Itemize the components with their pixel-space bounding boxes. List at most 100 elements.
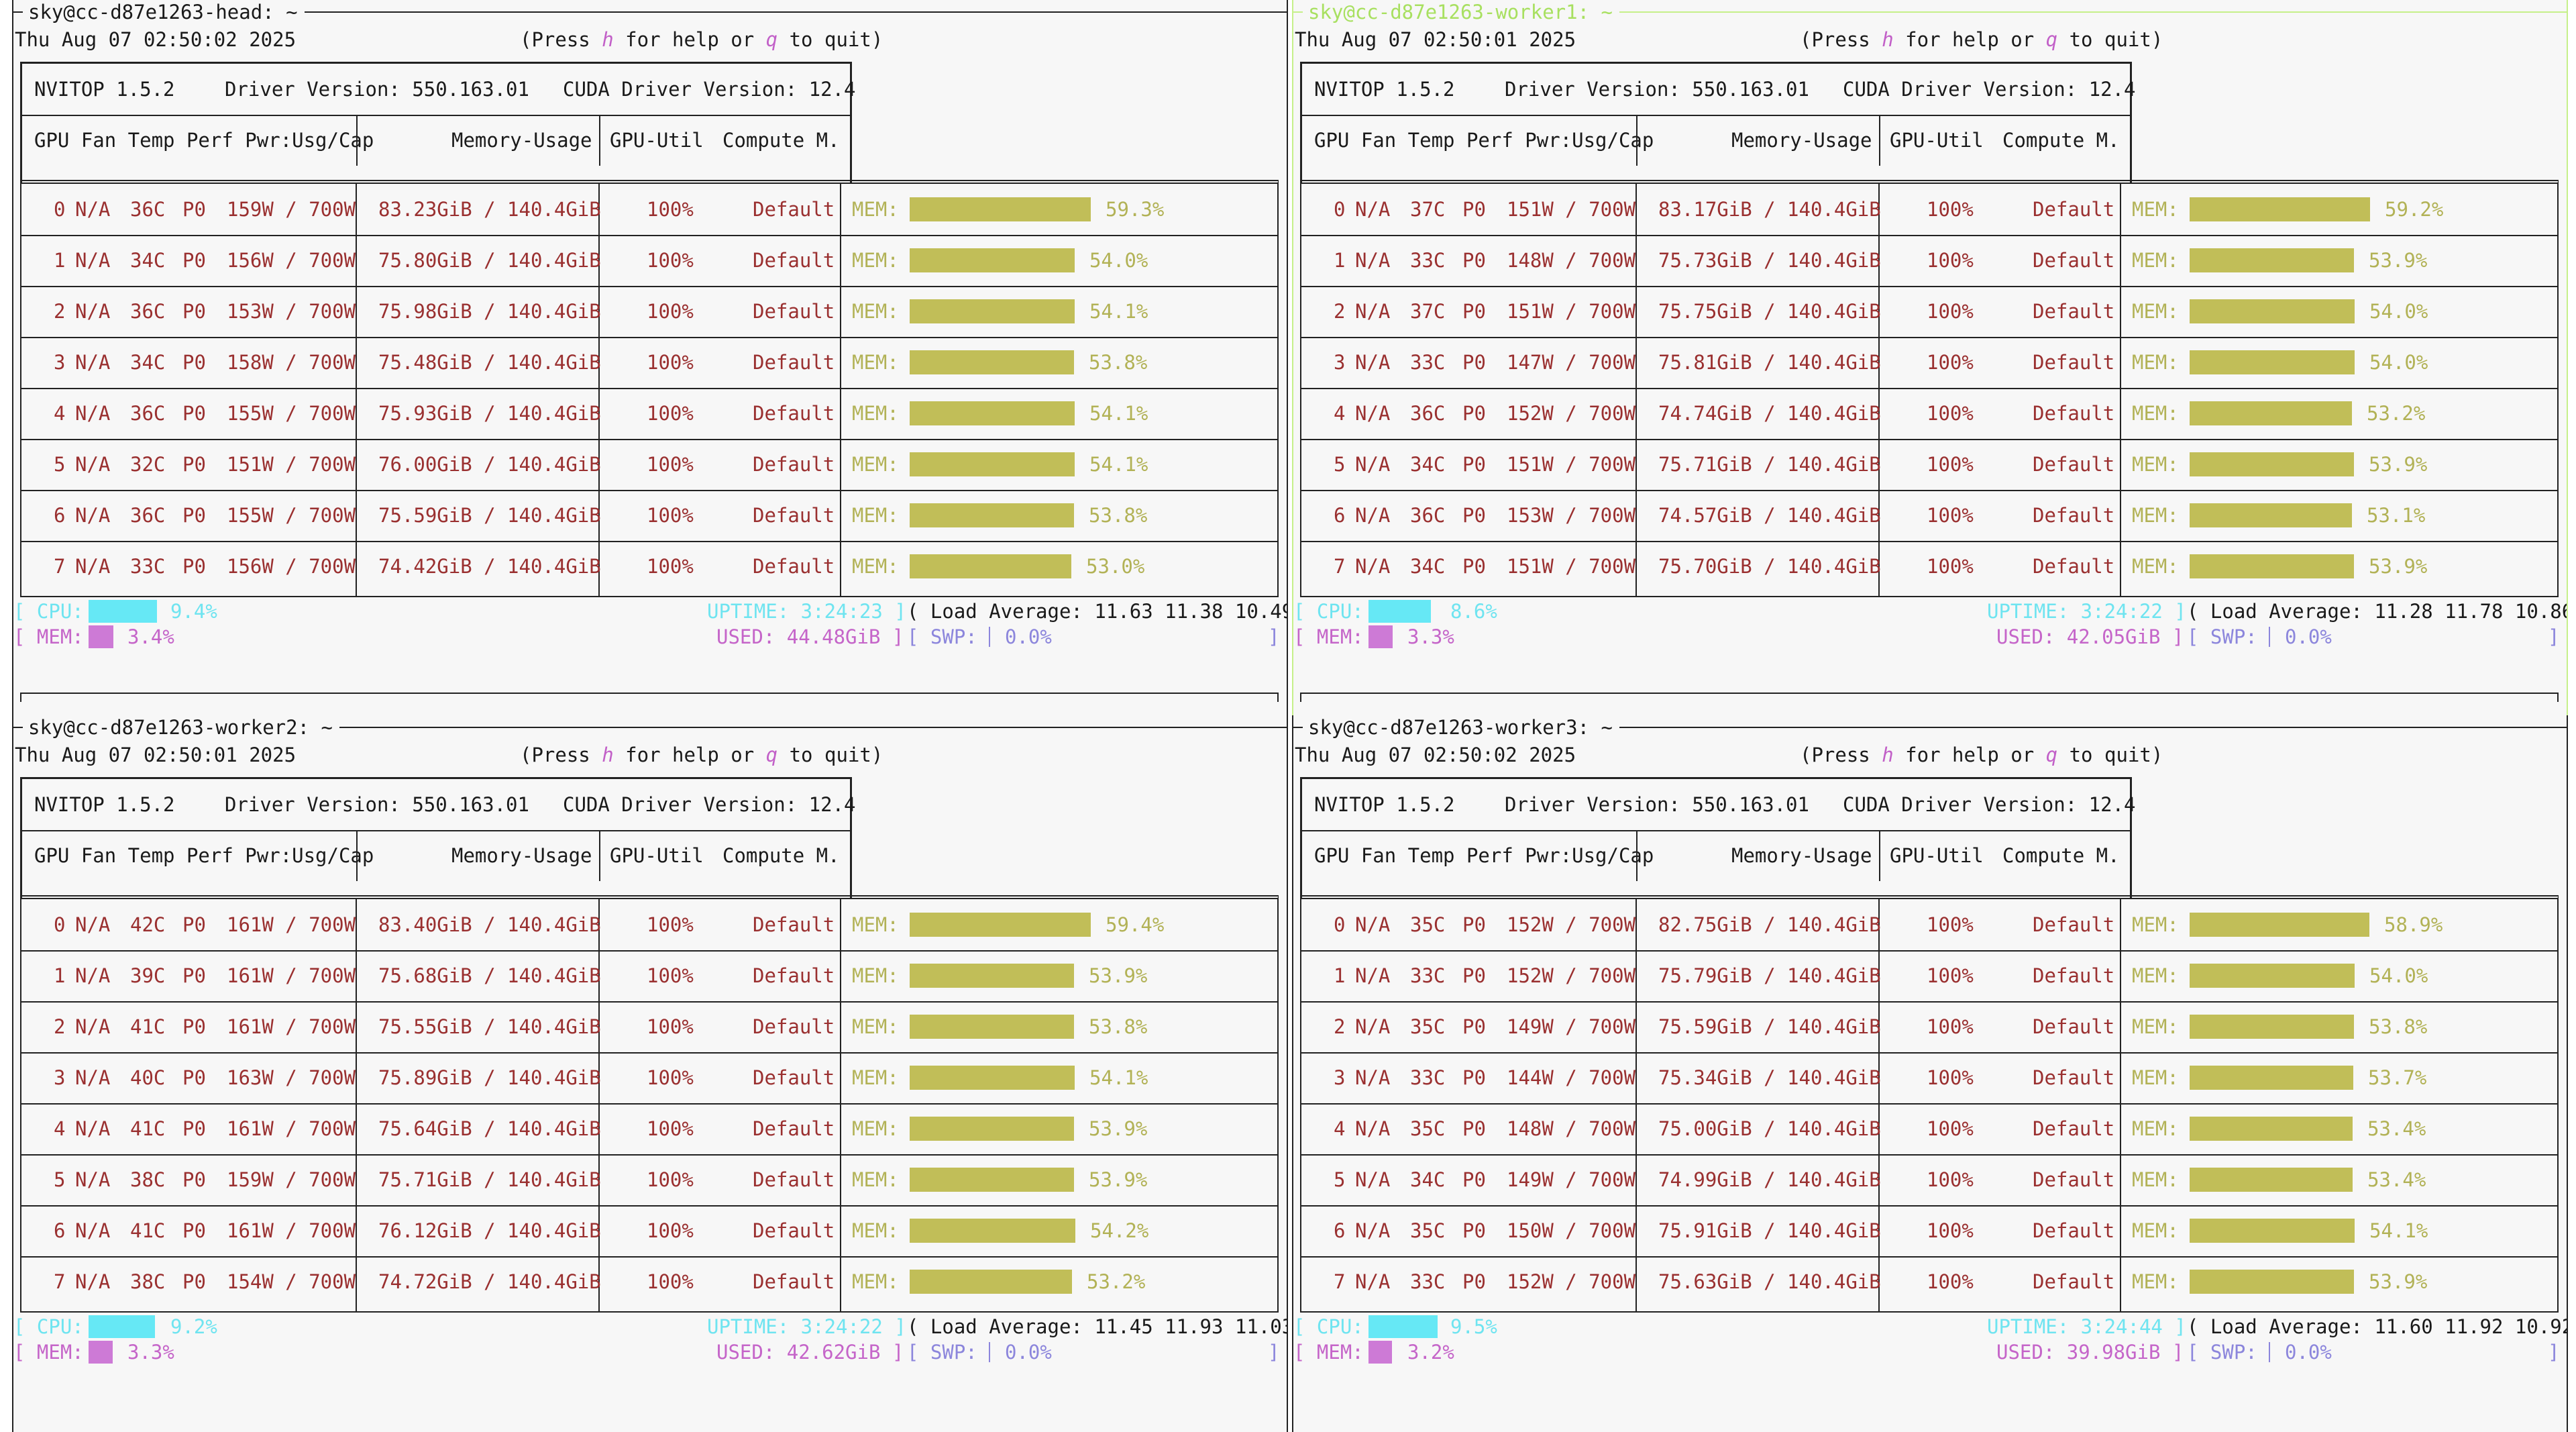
help-key-h: h [1882,744,1894,766]
host-mem-bar [89,625,113,648]
host-status: [ CPU: 9.2% UPTIME: 3:24:22 ]( Load Averag… [13,1315,1288,1368]
gpu-compute-mode: Default [2033,300,2115,323]
mem-label: MEM: [2132,964,2179,987]
pane-title: sky@cc-d87e1263-worker2: ~ [23,715,339,739]
load-average: ( Load Average: 11.45 11.93 11.03 ) [907,1315,1288,1338]
gpu-compute-mode: Default [753,504,835,527]
gpu-fan: N/A [75,351,111,374]
mem-percent: 54.1% [1089,402,1148,425]
pane-title: sky@cc-d87e1263-worker3: ~ [1303,715,1619,739]
gpu-perf: P0 [1462,351,1486,374]
mem-label: [ MEM: [13,625,84,648]
column-divider [1879,830,1880,881]
gpu-power: 144W / 700W [1507,1066,1636,1089]
gpu-fan: N/A [75,453,111,476]
gpu-table: 0 N/A 42C P0 161W / 700W 83.40GiB / 140.4GiB 1… [20,895,1279,1313]
gpu-perf: P0 [1462,1015,1486,1038]
col-compute-mode: Compute M. [2002,129,2120,152]
gpu-compute-mode: Default [753,351,835,374]
swap-bar [2269,627,2270,647]
gpu-index: 3 [54,1066,66,1089]
gpu-util: 100% [1927,1066,1974,1089]
swap-percent: 0.0% [2285,625,2332,648]
mem-percent: 53.8% [1089,504,1148,527]
gpu-memory: 75.59GiB / 140.4GiB [378,504,601,527]
terminal-pane[interactable]: sky@cc-d87e1263-worker2: ~ Thu Aug 07 02:… [12,715,1288,1432]
col-memory-usage: Memory-Usage [1731,844,1872,867]
swap-percent: 0.0% [1005,625,1052,648]
gpu-fan: N/A [75,555,111,578]
gpu-power: 159W / 700W [227,198,356,221]
gpu-row: 0 N/A 37C P0 151W / 700W 83.17GiB / 140.4GiB 1… [1301,184,2557,236]
gpu-fan: N/A [1355,555,1391,578]
gpu-util: 100% [1927,964,1974,987]
gpu-perf: P0 [182,198,206,221]
mem-percent: 53.9% [1089,1117,1148,1140]
pane-title-bar: sky@cc-d87e1263-worker2: ~ [13,715,1287,739]
gpu-power: 151W / 700W [227,453,356,476]
gpu-memory: 75.64GiB / 140.4GiB [378,1117,601,1140]
help-key-q: q [2045,28,2058,51]
swap-percent: 0.0% [2285,1341,2332,1364]
gpu-util: 100% [647,1219,694,1242]
gpu-util: 100% [647,300,694,323]
mem-label: MEM: [852,1270,899,1293]
gpu-compute-mode: Default [2033,1117,2115,1140]
gpu-perf: P0 [1462,198,1486,221]
col-gpu-util: GPU-Util [1890,129,1984,152]
mem-bar [2190,1270,2354,1294]
column-divider [1879,115,1880,166]
gpu-util: 100% [1927,198,1974,221]
gpu-temp: 35C [1410,1219,1446,1242]
gpu-fan: N/A [75,964,111,987]
gpu-power: 156W / 700W [227,249,356,272]
mem-percent: 3.4% [127,625,174,648]
gpu-power: 161W / 700W [227,913,356,936]
gpu-power: 159W / 700W [227,1168,356,1191]
gpu-memory: 75.93GiB / 140.4GiB [378,402,601,425]
column-divider [840,899,841,1311]
column-divider [599,830,600,881]
gpu-row: 0 N/A 35C P0 152W / 700W 82.75GiB / 140.4GiB 1… [1301,899,2557,952]
mem-percent: 53.9% [2369,555,2428,578]
cuda-version: CUDA Driver Version: 12.4 [1843,793,2136,816]
gpu-memory: 74.72GiB / 140.4GiB [378,1270,601,1293]
mem-bar [2190,1117,2353,1141]
gpu-row: 0 N/A 42C P0 161W / 700W 83.40GiB / 140.4GiB 1… [21,899,1277,952]
terminal-pane[interactable]: sky@cc-d87e1263-worker3: ~ Thu Aug 07 02:… [1292,715,2568,1432]
uptime: UPTIME: 3:24:23 ] [707,600,906,623]
swap-bar [989,1342,990,1362]
terminal-pane[interactable]: sky@cc-d87e1263-head: ~ Thu Aug 07 02:50:… [12,0,1288,719]
mem-bar [2190,1168,2353,1192]
gpu-index: 7 [1334,555,1346,578]
gpu-index: 5 [1334,453,1346,476]
gpu-util: 100% [647,555,694,578]
gpu-power: 163W / 700W [227,1066,356,1089]
gpu-perf: P0 [1462,249,1486,272]
version-row: NVITOP 1.5.2 Driver Version: 550.163.01 CU… [1302,779,2136,831]
mem-bar [2190,554,2354,578]
gpu-perf: P0 [1462,1219,1486,1242]
uptime: UPTIME: 3:24:22 ] [1987,600,2186,623]
gpu-compute-mode: Default [2033,249,2115,272]
gpu-header-box: NVITOP 1.5.2 Driver Version: 550.163.01 CU… [20,777,856,899]
gpu-temp: 39C [130,964,166,987]
gpu-index: 6 [1334,504,1346,527]
column-header-row: GPU Fan Temp Perf Pwr:Usg/Cap Memory-Usag… [1302,115,2130,166]
mem-percent: 53.9% [2369,453,2428,476]
mem-bar [2190,350,2355,374]
swap-bracket: ] [2548,1341,2560,1364]
gpu-compute-mode: Default [2033,555,2115,578]
mem-percent: 53.9% [2369,249,2428,272]
gpu-power: 155W / 700W [227,504,356,527]
terminal-pane[interactable]: sky@cc-d87e1263-worker1: ~ Thu Aug 07 02:… [1292,0,2568,719]
gpu-memory: 83.40GiB / 140.4GiB [378,913,601,936]
gpu-fan: N/A [75,1219,111,1242]
gpu-temp: 33C [130,555,166,578]
mem-label: MEM: [2132,1117,2179,1140]
gpu-perf: P0 [1462,913,1486,936]
mem-bar [2190,1015,2354,1039]
process-panel-edge [1300,693,2559,702]
mem-percent: 53.9% [1089,1168,1148,1191]
gpu-perf: P0 [1462,402,1486,425]
